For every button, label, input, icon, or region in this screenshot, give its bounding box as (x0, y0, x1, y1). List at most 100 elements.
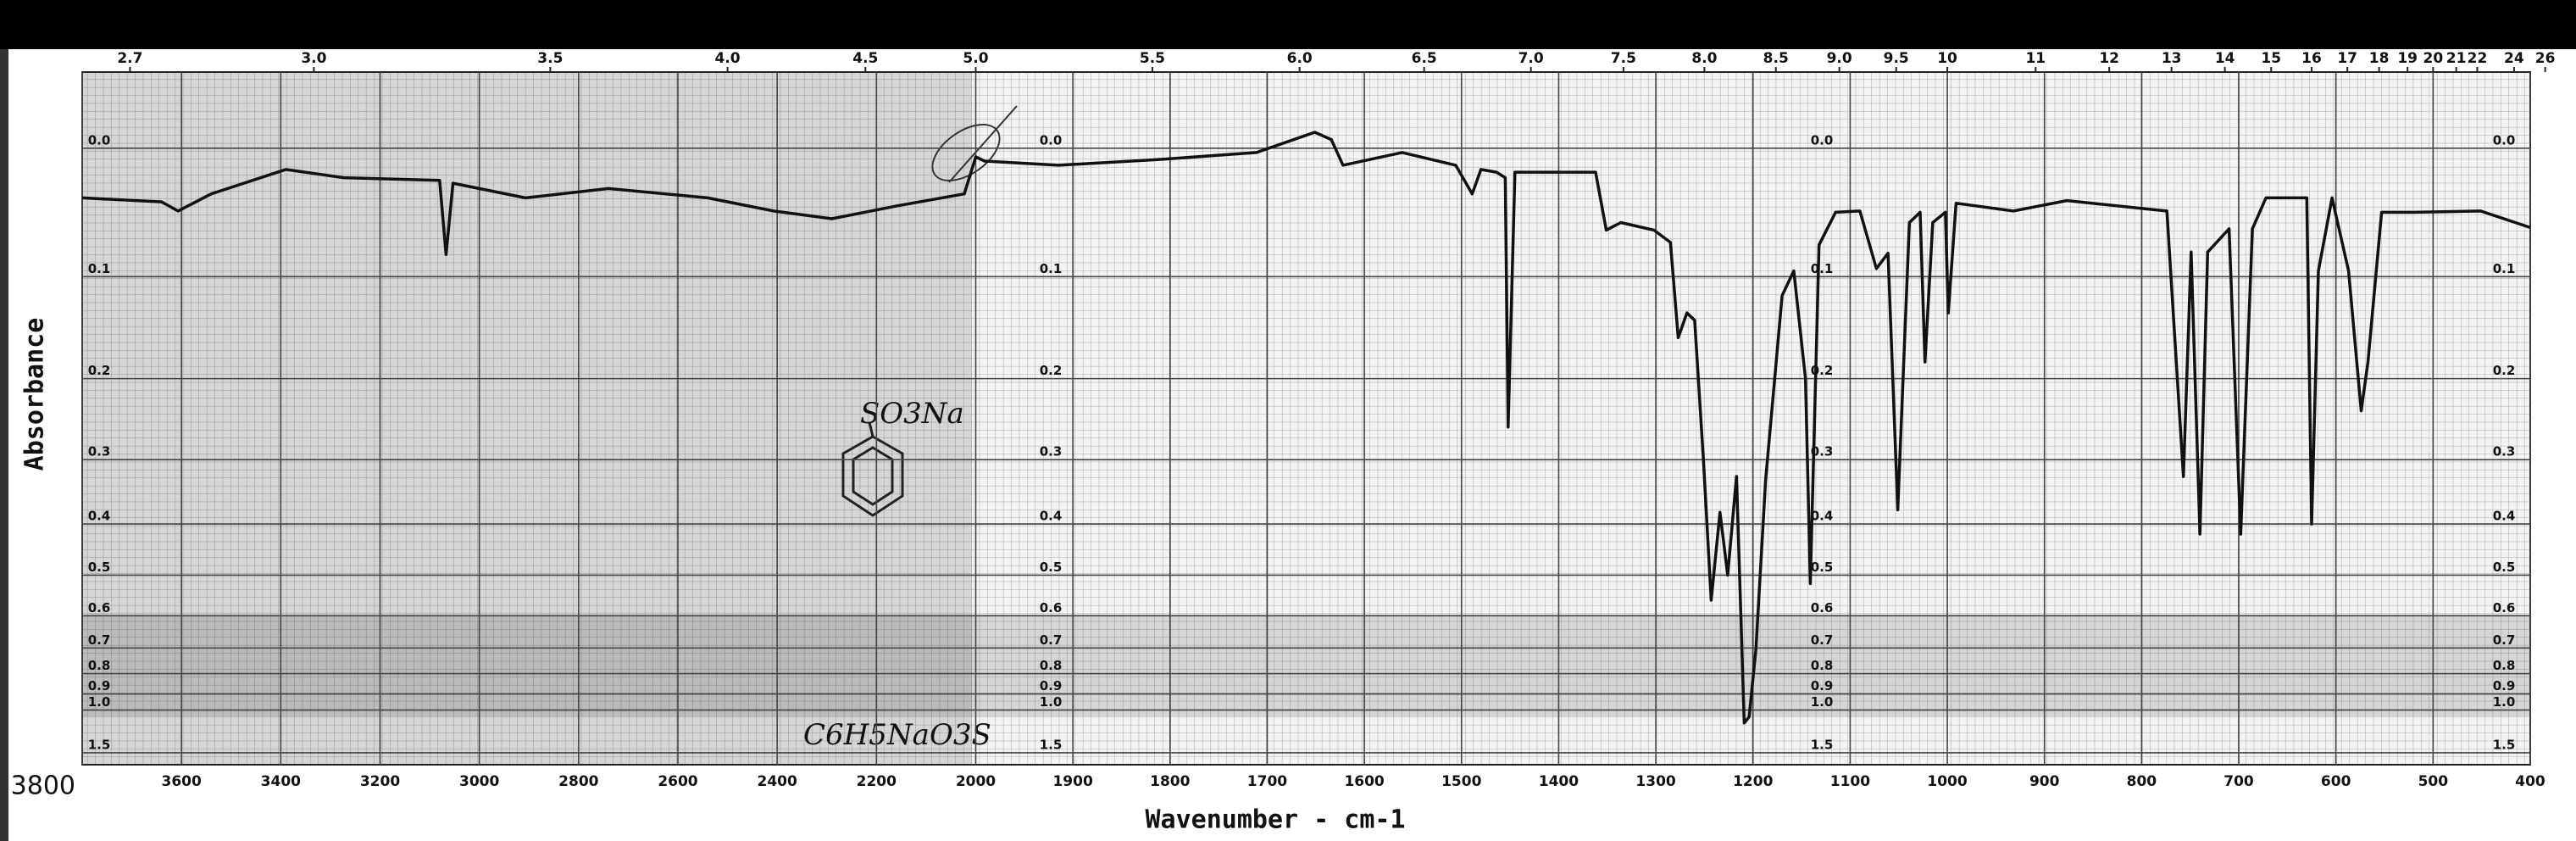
x-tick-label: 3400 (261, 773, 301, 790)
y-tick-label: 0.7 (2493, 632, 2516, 648)
x2-tick-label: 5.0 (963, 50, 988, 67)
x2-tick-label: 6.0 (1287, 50, 1313, 67)
x-tick-label: 800 (2127, 773, 2157, 790)
y-tick-label: 1.0 (2493, 694, 2516, 710)
y-tick-label: 0.9 (88, 678, 111, 693)
x2-tick-label: 17 (2337, 50, 2357, 67)
y-axis-label: Absorbance (20, 318, 50, 471)
x-tick-label: 3200 (360, 773, 400, 790)
x2-tick-label: 18 (2369, 50, 2390, 67)
spectrum-line (81, 131, 2531, 725)
x-tick-label: 1700 (1247, 773, 1287, 790)
x-tick-label: 1500 (1441, 773, 1481, 790)
top-band (0, 0, 2576, 49)
y-tick-label: 0.2 (2493, 363, 2516, 378)
y-tick-label: 0.7 (1040, 632, 1063, 648)
x-tick-label: 2000 (956, 773, 996, 790)
y-tick-label: 0.3 (88, 444, 111, 459)
y-tick-label: 0.2 (1040, 363, 1063, 378)
x-tick-label: 600 (2321, 773, 2351, 790)
left-edge (0, 49, 8, 841)
x2-tick-label: 7.5 (1611, 50, 1636, 67)
y-tick-label: 0.6 (2493, 600, 2516, 615)
x2-tick-label: 3.5 (537, 50, 563, 67)
y-tick-label: 1.0 (1040, 694, 1063, 710)
x2-tick-label: 10 (1937, 50, 1957, 67)
y-tick-label: 0.6 (88, 600, 111, 615)
x2-tick-label: 12 (2099, 50, 2119, 67)
y-tick-label: 0.0 (1040, 132, 1063, 148)
y-tick-label: 0.5 (88, 560, 111, 575)
x2-tick-label: 4.5 (852, 50, 878, 67)
x2-tick-label: 9.0 (1827, 50, 1852, 67)
x-tick-label: 900 (2029, 773, 2060, 790)
y-tick-label: 0.8 (88, 658, 111, 673)
y-tick-label: 0.0 (2493, 132, 2516, 148)
y-tick-label: 0.7 (88, 632, 111, 648)
y-tick-label: 0.9 (1811, 678, 1834, 693)
x2-tick-label: 8.0 (1691, 50, 1717, 67)
x2-tick-label: 26 (2535, 50, 2556, 67)
y-tick-label: 0.1 (1811, 261, 1834, 276)
x-tick-label: 1300 (1635, 773, 1675, 790)
formula: C6H5NaO3S (803, 718, 991, 752)
x2-tick-label: 2.7 (117, 50, 142, 67)
y-tick-label: 0.8 (2493, 658, 2516, 673)
y-tick-label: 0.8 (1040, 658, 1063, 673)
x-tick-label: 400 (2515, 773, 2545, 790)
y-tick-label: 1.0 (88, 694, 111, 710)
x2-tick-label: 14 (2215, 50, 2235, 67)
shade-band (82, 615, 2530, 716)
y-tick-label: 0.1 (88, 261, 111, 276)
x-tick-label: 1000 (1927, 773, 1967, 790)
x2-tick-label: 5.5 (1140, 50, 1165, 67)
x2-tick-label: 24 (2504, 50, 2524, 67)
x-tick-label: 3000 (459, 773, 499, 790)
y-tick-label: 0.4 (88, 509, 111, 524)
y-tick-label: 1.5 (1811, 737, 1834, 752)
x-tick-label: 2600 (658, 773, 697, 790)
x-tick-label: 1100 (1830, 773, 1870, 790)
x-tick-label: 2800 (558, 773, 598, 790)
x2-tick-label: 19 (2397, 50, 2418, 67)
y-tick-label: 1.0 (1811, 694, 1834, 710)
y-tick-label: 0.9 (1040, 678, 1063, 693)
x2-tick-label: 11 (2025, 50, 2046, 67)
y-tick-label: 0.0 (1811, 132, 1834, 148)
y-tick-label: 0.3 (2493, 444, 2516, 459)
y-tick-label: 0.6 (1040, 600, 1063, 615)
y-tick-label: 0.9 (2493, 678, 2516, 693)
y-tick-label: 0.5 (2493, 560, 2516, 575)
y-tick-label: 0.3 (1811, 444, 1834, 459)
x2-tick-label: 6.5 (1412, 50, 1437, 67)
x2-tick-label: 9.5 (1884, 50, 1909, 67)
pen-marks (931, 105, 1018, 183)
structure-label: SO3Na (860, 397, 964, 431)
x-tick-label: 1800 (1150, 773, 1190, 790)
y-tick-label: 0.6 (1811, 600, 1834, 615)
x-tick-label: 1200 (1733, 773, 1773, 790)
y-tick-label: 0.4 (1811, 509, 1834, 524)
y-tick-label: 0.3 (1040, 444, 1063, 459)
y-tick-label: 0.5 (1040, 560, 1063, 575)
x-tick-label: 700 (2223, 773, 2254, 790)
y-tick-label: 1.5 (2493, 737, 2516, 752)
y-tick-label: 0.1 (1040, 261, 1063, 276)
x-tick-label: 1600 (1344, 773, 1384, 790)
x-tick-label: 3600 (162, 773, 202, 790)
y-tick-label: 0.1 (2493, 261, 2516, 276)
x-tick-label: 500 (2418, 773, 2449, 790)
y-tick-label: 0.2 (1811, 363, 1834, 378)
x2-tick-label: 20 (2423, 50, 2444, 67)
x-tick-label: 3800 (11, 771, 75, 801)
x-axis-label: Wavenumber - cm-1 (1145, 805, 1405, 835)
x2-tick-label: 8.5 (1763, 50, 1789, 67)
x-tick-label: 1900 (1052, 773, 1092, 790)
x2-tick-label: 21 (2446, 50, 2467, 67)
x2-tick-label: 16 (2301, 50, 2322, 67)
x-tick-label: 1400 (1539, 773, 1579, 790)
y-tick-label: 1.5 (1040, 737, 1063, 752)
x2-tick-label: 22 (2468, 50, 2488, 67)
y-tick-label: 0.4 (2493, 509, 2516, 524)
